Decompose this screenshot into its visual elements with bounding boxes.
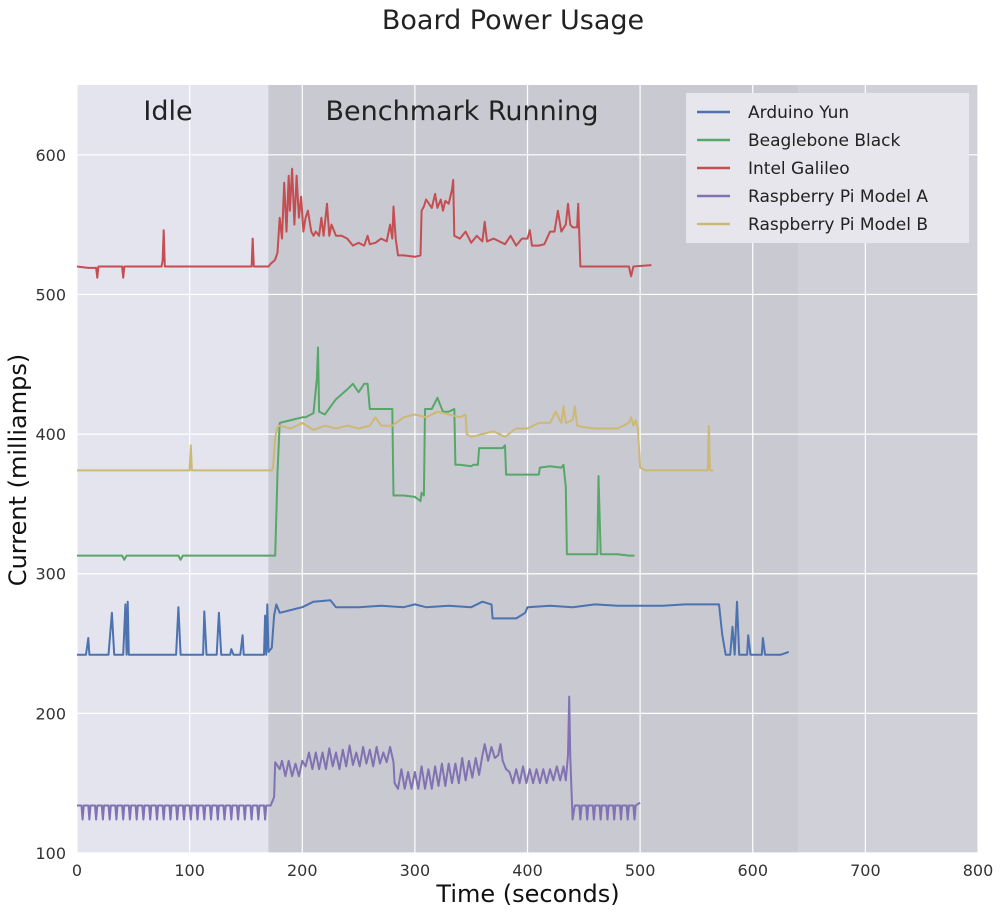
- series-layer: [76, 167, 790, 821]
- y-tick-label: 600: [35, 146, 66, 165]
- series-line-raspberry-pi-model-b: [77, 405, 714, 472]
- legend-box: [686, 93, 969, 243]
- y-tick-label: 500: [35, 285, 66, 304]
- chart-title: Board Power Usage: [382, 5, 644, 36]
- x-tick-label: 100: [174, 861, 205, 880]
- idle-label: Idle: [143, 96, 192, 127]
- x-tick-label: 800: [963, 861, 994, 880]
- x-tick-label: 300: [400, 861, 431, 880]
- x-tick-label: 600: [737, 861, 768, 880]
- x-tick-label: 400: [512, 861, 543, 880]
- y-tick-labels: 100 200 300 400 500 600: [35, 146, 66, 863]
- series-line-beaglebone-black: [77, 346, 635, 561]
- y-tick-label: 100: [35, 844, 66, 863]
- y-tick-label: 400: [35, 425, 66, 444]
- x-tick-label: 200: [287, 861, 318, 880]
- benchmark-label: Benchmark Running: [325, 96, 598, 127]
- x-tick-label: 700: [850, 861, 881, 880]
- series-line-intel-galileo: [76, 167, 652, 279]
- series-line-raspberry-pi-model-a: [77, 695, 641, 821]
- legend-entry: Raspberry Pi Model B: [748, 215, 928, 235]
- idle-region: [77, 85, 269, 853]
- x-axis-label: Time (seconds): [435, 880, 619, 908]
- x-tick-label: 500: [625, 861, 656, 880]
- y-tick-label: 300: [35, 565, 66, 584]
- legend-entry: Arduino Yun: [748, 103, 849, 123]
- x-tick-label: 0: [72, 861, 82, 880]
- legend: Arduino Yun Beaglebone Black Intel Galileo…: [686, 93, 969, 243]
- region-labels: Idle Benchmark Running: [143, 96, 598, 127]
- y-axis-label: Current (milliamps): [4, 354, 32, 586]
- legend-entry: Beaglebone Black: [748, 131, 900, 151]
- legend-entry: Raspberry Pi Model A: [748, 187, 928, 207]
- series-line-arduino-yun: [77, 599, 790, 656]
- y-tick-label: 200: [35, 704, 66, 723]
- legend-entry: Intel Galileo: [748, 159, 850, 179]
- x-tick-labels: 0 100 200 300 400 500 600 700 800: [72, 861, 993, 880]
